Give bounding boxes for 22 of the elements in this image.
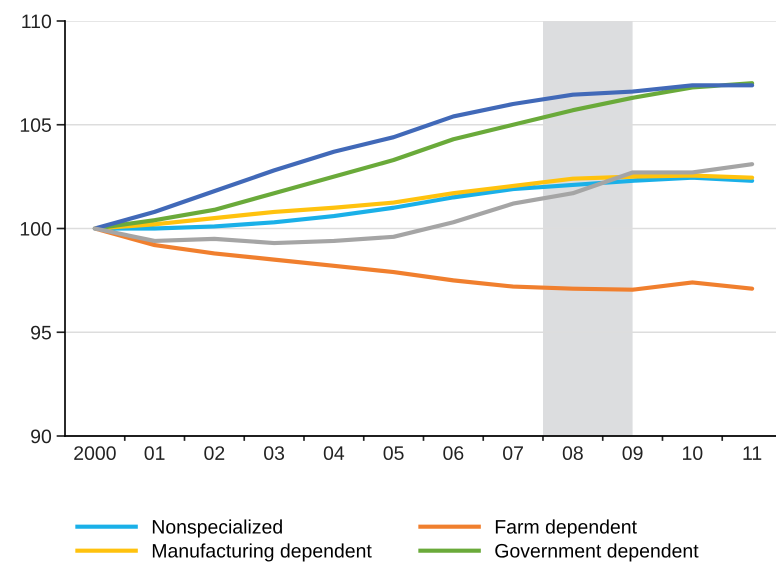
x-tick-label: 05 [384,446,404,460]
x-tick-label: 01 [144,446,164,460]
legend-label: Government dependent [495,543,698,562]
x-tick-label: 04 [324,446,344,460]
x-tick-label: 02 [204,446,224,460]
legend-label: Nonspecialized [152,519,282,538]
legend-label: Manufacturing dependent [152,543,372,562]
line-series [92,162,754,246]
x-tick-label: 11 [743,446,762,460]
x-tick-label: 03 [264,446,284,460]
x-tick-label: 06 [443,446,464,460]
y-tick-label: 100 [20,222,52,236]
y-tick-label: 95 [31,326,51,340]
y-tick-label: 90 [31,429,52,444]
y-tick-label: 110 [22,14,52,28]
x-tick-label: 10 [683,446,702,460]
x-tick-label: 07 [503,446,523,460]
x-tick-label: 09 [622,446,642,460]
y-tick-label: 105 [20,118,51,132]
legend-label: Farm dependent [496,519,637,538]
x-tick-label: 08 [562,446,583,460]
x-tick-label: 2000 [74,446,116,460]
